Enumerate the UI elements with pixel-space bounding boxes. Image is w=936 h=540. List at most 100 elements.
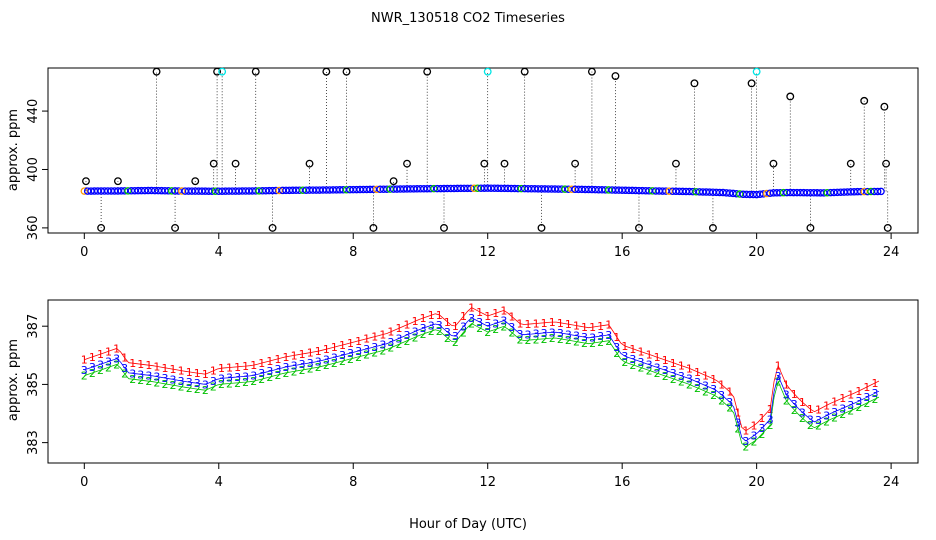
series-1-marker: 1 (250, 359, 257, 372)
series-2-marker: 2 (516, 334, 523, 347)
series-3-marker: 3 (815, 414, 822, 427)
series-3-marker: 3 (113, 353, 120, 366)
series-2-marker: 2 (734, 422, 741, 435)
series-1-marker: 1 (105, 345, 112, 358)
series-3-marker: 3 (468, 312, 475, 325)
y-tick-label: 440 (26, 99, 41, 124)
series-2-line (84, 323, 880, 448)
series-2-marker: 2 (307, 363, 314, 376)
series-1-marker: 1 (557, 317, 564, 330)
series-1-marker: 1 (581, 321, 588, 334)
series-1-marker: 1 (210, 365, 217, 378)
series-3-marker: 3 (646, 359, 653, 372)
series-1-marker: 1 (621, 340, 628, 353)
series-3-marker: 3 (412, 325, 419, 338)
series-2-marker: 2 (266, 371, 273, 384)
series-3-marker: 3 (839, 402, 846, 415)
series-1-marker: 1 (468, 302, 475, 315)
series-3-marker: 3 (678, 370, 685, 383)
x-tick-label: 0 (80, 475, 88, 490)
series-3-marker: 3 (218, 372, 225, 385)
series-3-marker: 3 (871, 387, 878, 400)
series-3-marker: 3 (363, 343, 370, 356)
series-3-marker: 3 (379, 339, 386, 352)
series-3-marker: 3 (436, 319, 443, 332)
series-3-marker: 3 (186, 376, 193, 389)
series-3-marker: 3 (767, 413, 774, 426)
spike-point (846, 159, 855, 168)
x-tick-label: 8 (349, 475, 357, 490)
series-3-marker: 3 (105, 355, 112, 368)
series-3-marker: 3 (121, 362, 128, 375)
series-1-marker: 1 (775, 360, 782, 373)
series-3-marker: 3 (371, 341, 378, 354)
series-3-marker: 3 (759, 422, 766, 435)
series-2-marker: 2 (646, 364, 653, 377)
series-1-marker: 1 (170, 363, 177, 376)
top-y-axis-label: approx. ppm (6, 109, 21, 191)
series-3-marker: 3 (573, 330, 580, 343)
series-2-marker: 2 (581, 337, 588, 350)
spike-point (171, 223, 180, 232)
series-3-marker: 3 (315, 355, 322, 368)
series-2-marker: 2 (420, 328, 427, 341)
spike-point (113, 177, 122, 186)
spike-point (191, 177, 200, 186)
series-2-marker: 2 (791, 404, 798, 417)
series-1-marker: 1 (283, 351, 290, 364)
x-tick-label: 16 (614, 245, 631, 260)
series-2-marker: 2 (145, 375, 152, 388)
series-1-marker: 1 (549, 316, 556, 329)
series-1-marker: 1 (153, 360, 160, 373)
series-3-marker: 3 (153, 371, 160, 384)
series-1-marker: 1 (807, 403, 814, 416)
spike-point (883, 223, 892, 232)
series-3-marker: 3 (194, 377, 201, 390)
series-3-marker: 3 (775, 370, 782, 383)
series-2-marker: 2 (242, 376, 249, 389)
series-2-marker: 2 (323, 359, 330, 372)
spike-point (769, 159, 778, 168)
series-3-marker: 3 (242, 370, 249, 383)
series-1-marker: 1 (226, 361, 233, 374)
series-1-marker: 1 (629, 343, 636, 356)
series-3-marker: 3 (234, 371, 241, 384)
series-3-marker: 3 (274, 363, 281, 376)
top-panel: 0 4 8 12 16 20 24 360 400 440 (26, 67, 919, 260)
series-1-marker: 1 (871, 377, 878, 390)
series-2-marker: 2 (452, 336, 459, 349)
series-1-marker: 1 (113, 342, 120, 355)
series-1-marker: 1 (533, 317, 540, 330)
series-2-marker: 2 (129, 373, 136, 386)
series-1-marker: 1 (718, 379, 725, 392)
series-1-marker: 1 (452, 320, 459, 333)
series-2-marker: 2 (170, 379, 177, 392)
series-2-marker: 2 (694, 382, 701, 395)
series-3-marker: 3 (726, 396, 733, 409)
spike-point (389, 177, 398, 186)
x-tick-label: 24 (883, 245, 900, 260)
series-2-marker: 2 (355, 351, 362, 364)
series-2-marker: 2 (137, 374, 144, 387)
series-2-marker: 2 (678, 376, 685, 389)
top-plot-frame (47, 67, 919, 234)
series-3-marker: 3 (476, 316, 483, 329)
series-1-marker: 1 (460, 310, 467, 323)
series-3-marker: 3 (266, 365, 273, 378)
series-1-marker: 1 (767, 403, 774, 416)
y-tick-label: 385 (26, 372, 41, 397)
series-1-marker: 1 (266, 355, 273, 368)
series-1-marker: 1 (597, 320, 604, 333)
series-2-marker: 2 (654, 367, 661, 380)
x-tick-label: 4 (215, 475, 223, 490)
series-1-marker: 1 (331, 341, 338, 354)
x-tick-label: 4 (215, 245, 223, 260)
series-1-marker: 1 (323, 343, 330, 356)
series-3-marker: 3 (226, 372, 233, 385)
series-1-marker: 1 (444, 316, 451, 329)
spike-point (209, 159, 218, 168)
series-2-marker: 2 (379, 345, 386, 358)
spike-point (480, 159, 489, 168)
series-1-marker: 1 (492, 307, 499, 320)
series-1-marker: 1 (274, 353, 281, 366)
